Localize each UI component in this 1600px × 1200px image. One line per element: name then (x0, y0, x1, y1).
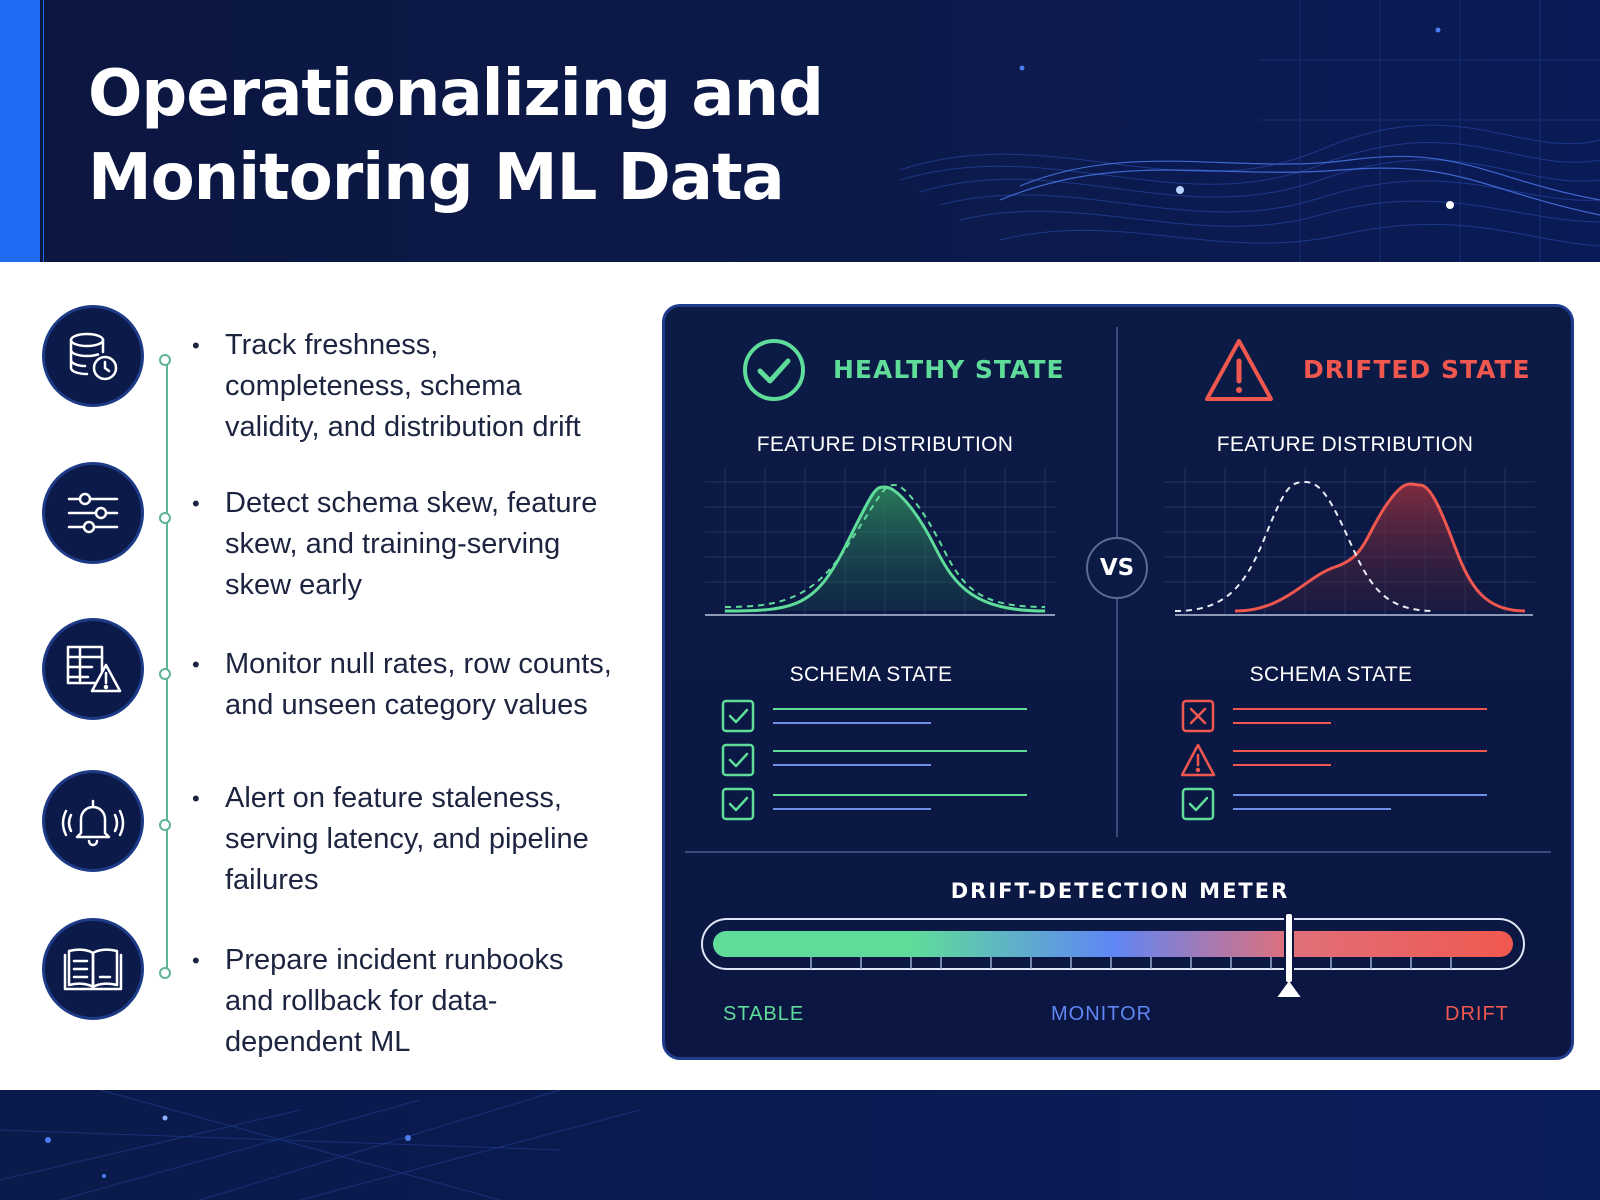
checklist-item: • Detect schema skew, feature skew, and … (192, 483, 612, 606)
drift-meter-needle (1277, 912, 1301, 997)
drifted-distribution-chart (1165, 467, 1535, 616)
checklist-node (159, 967, 171, 979)
warning-triangle-icon (1205, 339, 1273, 401)
checklist-node (159, 819, 171, 831)
healthy-distribution-label: FEATURE DISTRIBUTION (756, 433, 1014, 456)
database-clock-icon (42, 305, 144, 407)
check-circle-icon (743, 339, 805, 401)
checklist-item-text: Alert on feature staleness, serving late… (225, 782, 589, 896)
meter-label-stable: STABLE (723, 1003, 805, 1025)
schema-cross-icon (1181, 699, 1215, 733)
checklist-item-text: Prepare incident runbooks and rollback f… (225, 944, 564, 1058)
network-wave-decoration (899, 0, 1600, 262)
checklist-item: • Monitor null rates, row counts, and un… (192, 644, 612, 726)
checklist-item: • Alert on feature staleness, serving la… (192, 778, 612, 901)
panel-meter-divider (685, 851, 1551, 853)
header-accent-bar (0, 0, 44, 262)
meter-label-monitor: MONITOR (1051, 1003, 1153, 1025)
open-book-icon (42, 918, 144, 1020)
comparison-panel: VS HEALTHY STATE FEATURE DISTRIBUTION (662, 304, 1574, 1060)
footer-network-decoration (0, 1090, 641, 1200)
healthy-schema-label: SCHEMA STATE (789, 663, 953, 686)
checklist-item-text: Track freshness, completeness, schema va… (225, 329, 581, 443)
vs-badge: VS (1086, 537, 1148, 599)
header-banner: Operationalizing and Monitoring ML Data (0, 0, 1600, 262)
drifted-schema-list (1181, 699, 1487, 821)
schema-warning-icon (1181, 743, 1216, 777)
schema-check-icon (721, 699, 755, 821)
meter-label-drift: DRIFT (1445, 1003, 1509, 1025)
drift-meter-title: DRIFT-DETECTION METER (950, 879, 1290, 903)
drift-meter-gauge (701, 912, 1525, 997)
checklist-item-text: Detect schema skew, feature skew, and tr… (225, 487, 598, 601)
page-title-line2: Monitoring ML Data (88, 141, 785, 215)
drifted-schema-label: SCHEMA STATE (1249, 663, 1413, 686)
drifted-distribution-label: FEATURE DISTRIBUTION (1216, 433, 1474, 456)
drifted-state-title: DRIFTED STATE (1303, 355, 1531, 384)
footer-banner (0, 1090, 1600, 1200)
bell-alert-icon (42, 770, 144, 872)
page-title-line1: Operationalizing and (88, 57, 824, 131)
page-title: Operationalizing and Monitoring ML Data (88, 52, 824, 220)
checklist-item: • Track freshness, completeness, schema … (192, 325, 612, 448)
table-warning-icon (42, 618, 144, 720)
healthy-distribution-chart (705, 467, 1055, 616)
checklist-item: • Prepare incident runbooks and rollback… (192, 940, 612, 1063)
checklist-item-text: Monitor null rates, row counts, and unse… (225, 648, 612, 721)
healthy-schema-list (721, 699, 1027, 821)
checklist-node (159, 668, 171, 680)
checklist-node (159, 512, 171, 524)
sliders-icon (42, 462, 144, 564)
healthy-state-title: HEALTHY STATE (833, 355, 1065, 384)
schema-check-icon (1181, 787, 1215, 821)
checklist-node (159, 354, 171, 366)
header-accent-divider (40, 0, 43, 262)
